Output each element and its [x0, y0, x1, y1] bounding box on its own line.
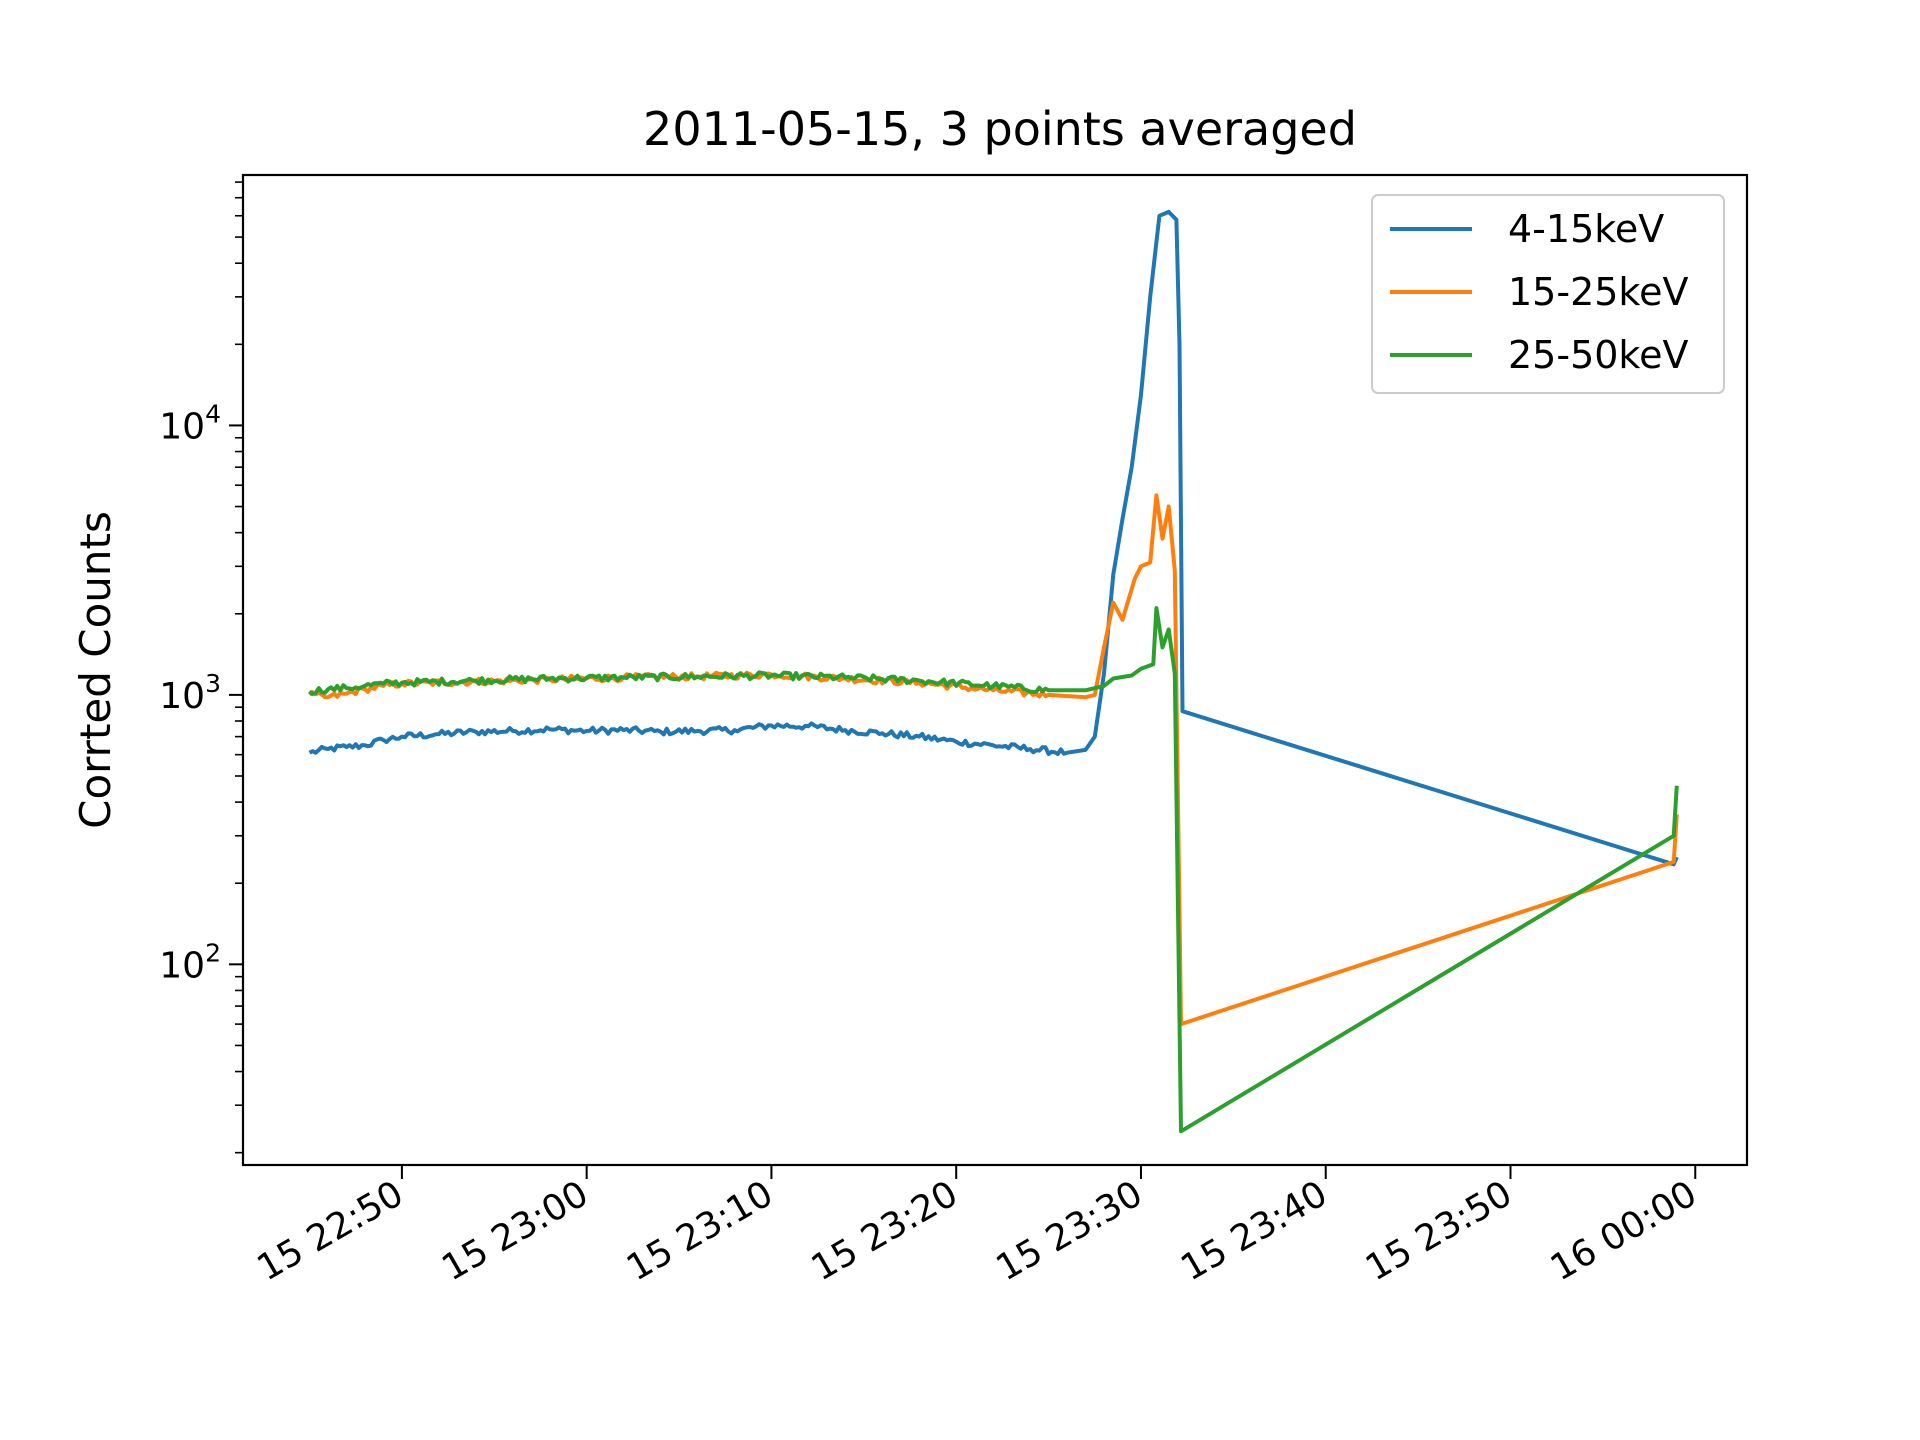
legend-label-2: 25-50keV	[1508, 333, 1688, 377]
legend-label-0: 4-15keV	[1508, 207, 1664, 251]
series-line-2	[308, 606, 1679, 1134]
legend-box	[1371, 194, 1725, 394]
y-tick-label-2: 104	[159, 399, 221, 447]
chart-title: 2011-05-15, 3 points averaged	[643, 102, 1357, 156]
y-tick-label-1: 103	[159, 669, 221, 717]
legend: 4-15keV 15-25keV 25-50keV	[1371, 194, 1725, 394]
y-tick-label-0: 102	[159, 938, 221, 986]
y-axis-label: Corrted Counts	[71, 511, 120, 829]
series-line-0	[308, 209, 1679, 867]
plot-frame	[241, 173, 1749, 1167]
legend-label-1: 15-25keV	[1508, 270, 1688, 314]
